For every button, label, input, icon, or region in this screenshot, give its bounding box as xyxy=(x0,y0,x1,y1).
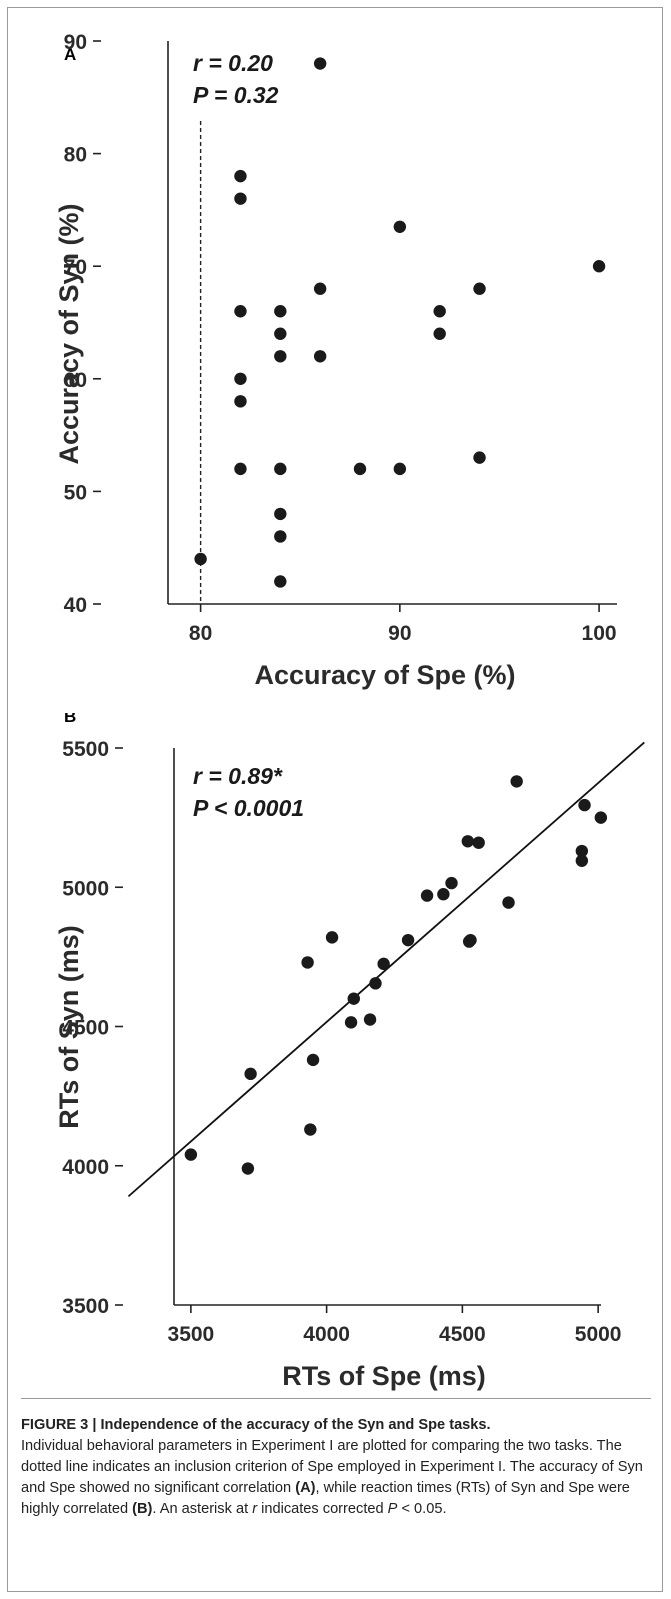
chart-a-y-title: Accuracy of Syn (%) xyxy=(54,203,84,464)
data-point xyxy=(473,451,486,464)
data-point xyxy=(274,507,287,521)
chart-a-accuracy: A 40 50 60 70 80 90 80 90 100 r = 0.20 P = 0.32… xyxy=(54,31,617,690)
caption-divider xyxy=(21,1398,651,1399)
panel-label-a: A xyxy=(64,45,76,64)
data-point xyxy=(437,888,450,901)
caption-title: FIGURE 3 | Independence of the accuracy … xyxy=(21,1417,491,1433)
caption-ref-a: (A) xyxy=(295,1480,316,1496)
panel-label-b: B xyxy=(64,713,76,726)
caption-body-1: Individual behavioral parameters in Expe… xyxy=(21,1438,643,1496)
data-point xyxy=(234,169,247,183)
data-point xyxy=(241,1162,255,1175)
x-tick-label: 5000 xyxy=(575,1323,622,1346)
data-point xyxy=(313,282,327,295)
data-point xyxy=(234,192,247,205)
y-tick-label: 40 xyxy=(64,594,87,617)
chart-b-x-title: RTs of Spe (ms) xyxy=(282,1361,486,1391)
chart-b-y-title: RTs of Syn (ms) xyxy=(54,925,84,1129)
data-point xyxy=(184,1148,198,1161)
data-point xyxy=(464,933,477,947)
caption-body-2: , while reaction times (RTs) of Syn and … xyxy=(21,1480,630,1517)
caption-body-4: indicates corrected xyxy=(257,1501,388,1517)
chart-a-r-stat: r = 0.20 xyxy=(193,50,273,76)
data-point xyxy=(502,896,515,909)
data-point xyxy=(363,1013,377,1026)
y-tick-label: 3500 xyxy=(62,1295,109,1318)
data-point xyxy=(353,462,367,476)
chart-b-p-text: P < 0.0001 xyxy=(193,795,304,821)
chart-b-r-stat: r = 0.89* xyxy=(193,763,283,789)
x-tick-label: 100 xyxy=(582,622,617,645)
data-point xyxy=(194,552,207,566)
data-point xyxy=(347,992,360,1005)
y-tick-label: 80 xyxy=(64,144,87,167)
data-point xyxy=(274,327,287,340)
data-point xyxy=(244,1067,257,1081)
x-tick-label: 3500 xyxy=(168,1323,215,1346)
figure-frame: A 40 50 60 70 80 90 80 90 100 r = 0.20 P = 0.32… xyxy=(7,7,663,1592)
x-tick-label: 90 xyxy=(388,622,411,645)
data-point xyxy=(393,462,407,476)
data-point xyxy=(473,282,486,295)
y-tick-label: 5500 xyxy=(62,738,109,761)
data-point xyxy=(313,350,327,363)
data-point xyxy=(575,844,589,858)
figure-caption: FIGURE 3 | Independence of the accuracy … xyxy=(7,1393,663,1520)
data-point xyxy=(433,327,446,340)
y-tick-label: 5000 xyxy=(62,877,109,900)
data-point xyxy=(401,933,415,947)
caption-body-3: . An asterisk at xyxy=(152,1501,253,1517)
y-tick-label: 50 xyxy=(64,481,87,504)
chart-a-p-text: P = 0.32 xyxy=(193,82,279,108)
chart-a-r-text: r = 0.20 xyxy=(193,50,273,76)
data-point xyxy=(325,931,339,944)
data-point xyxy=(274,350,287,363)
y-tick-label: 4500 xyxy=(62,1017,109,1040)
chart-b-r-text: r = 0.89* xyxy=(193,763,283,789)
x-tick-label: 4500 xyxy=(439,1323,486,1346)
data-point xyxy=(234,372,247,385)
y-tick-label: 60 xyxy=(64,369,87,392)
data-point xyxy=(234,395,247,408)
data-point xyxy=(420,889,434,902)
data-point xyxy=(234,305,247,318)
data-point xyxy=(393,220,407,233)
data-point xyxy=(274,575,287,588)
caption-body-5: < 0.05. xyxy=(397,1501,447,1517)
chart-a-x-title: Accuracy of Spe (%) xyxy=(254,660,515,690)
data-point xyxy=(578,798,591,812)
chart-a-p-stat: P = 0.32 xyxy=(193,82,279,108)
data-point xyxy=(377,957,390,971)
data-point xyxy=(433,305,446,318)
x-tick-label: 4000 xyxy=(303,1323,350,1346)
data-point xyxy=(306,1053,320,1067)
caption-p-symbol: P xyxy=(387,1501,398,1517)
x-tick-label: 80 xyxy=(189,622,212,645)
y-tick-label: 70 xyxy=(64,256,87,279)
data-point xyxy=(274,462,287,476)
caption-r-symbol: r xyxy=(252,1501,258,1517)
data-point xyxy=(313,57,327,70)
data-point xyxy=(510,775,523,788)
data-point xyxy=(575,854,589,867)
data-point xyxy=(304,1123,317,1136)
data-point xyxy=(461,835,475,848)
chart-b-p-stat: P < 0.0001 xyxy=(193,795,304,821)
data-point xyxy=(472,836,485,849)
data-point xyxy=(274,305,287,318)
data-point xyxy=(594,811,608,824)
data-point xyxy=(592,260,606,273)
data-point xyxy=(301,956,314,969)
data-point xyxy=(344,1016,358,1029)
data-point xyxy=(369,977,382,990)
y-tick-label: 4000 xyxy=(62,1156,109,1179)
y-tick-label: 90 xyxy=(64,31,87,54)
data-point xyxy=(234,462,247,476)
caption-ref-b: (B) xyxy=(132,1501,153,1517)
data-point xyxy=(274,530,287,543)
data-point xyxy=(445,876,458,890)
